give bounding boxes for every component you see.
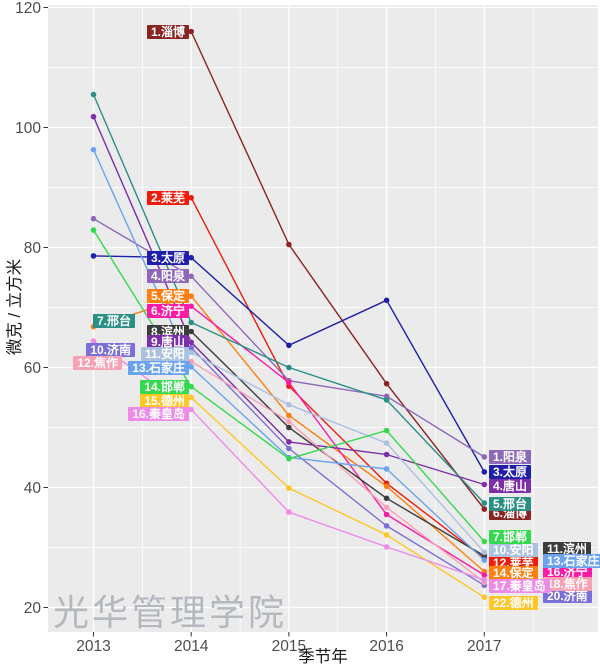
data-point-taiyuan bbox=[90, 253, 97, 259]
data-point-qinhuangdao bbox=[481, 577, 488, 583]
data-point-handan bbox=[188, 383, 194, 390]
series-line-zibo bbox=[190, 31, 485, 510]
data-point-qinhuangdao bbox=[383, 544, 390, 550]
data-point-dezhou bbox=[188, 394, 194, 401]
data-point-zibo bbox=[481, 506, 488, 512]
x-axis-title: 季节年 bbox=[298, 647, 348, 666]
data-point-qinhuangdao bbox=[188, 406, 194, 413]
data-point-jining bbox=[188, 303, 194, 310]
x-tick-label: 2013 bbox=[76, 638, 110, 655]
data-point-baoding bbox=[286, 412, 292, 419]
data-point-taiyuan bbox=[481, 469, 488, 475]
x-tick-label: 2015 bbox=[272, 638, 306, 655]
x-tick-label: 2016 bbox=[369, 638, 403, 655]
data-point-handan bbox=[286, 455, 292, 462]
data-point-yangquan bbox=[90, 215, 97, 222]
data-point-jinan bbox=[383, 523, 390, 529]
data-point-tangshan bbox=[383, 451, 390, 458]
plot-panel bbox=[48, 5, 598, 632]
data-point-qinhuangdao bbox=[90, 338, 97, 344]
data-point-jinan bbox=[188, 344, 194, 351]
data-point-shijiazhuang bbox=[481, 557, 488, 563]
data-point-anyang bbox=[286, 401, 292, 408]
x-tick-label: 2017 bbox=[467, 638, 501, 655]
data-point-binzhou bbox=[383, 495, 390, 502]
data-point-laiwu bbox=[188, 194, 194, 201]
data-point-jinan bbox=[286, 445, 292, 452]
series-line-dezhou bbox=[190, 396, 485, 598]
data-point-yangquan bbox=[188, 273, 194, 280]
data-point-baoding bbox=[188, 293, 194, 299]
series-line-jinan bbox=[190, 347, 485, 586]
data-point-baoding bbox=[383, 483, 390, 490]
data-point-jining bbox=[286, 379, 292, 386]
watermark: 光华管理学院 bbox=[53, 593, 288, 634]
data-point-tangshan bbox=[286, 439, 292, 445]
data-point-dezhou bbox=[286, 485, 292, 491]
y-axis-title: 微克 / 立方米 bbox=[5, 259, 24, 355]
data-point-dezhou bbox=[481, 594, 488, 601]
y-tick-label: 40 bbox=[24, 480, 42, 497]
data-point-xingtai bbox=[90, 91, 97, 98]
data-point-jiaozuo bbox=[286, 418, 292, 425]
y-tick-label: 100 bbox=[15, 120, 41, 137]
data-point-handan bbox=[383, 427, 390, 434]
data-point-baoding bbox=[90, 323, 97, 330]
data-point-jining bbox=[383, 511, 390, 518]
data-point-shijiazhuang bbox=[383, 466, 390, 472]
data-point-yangquan bbox=[481, 454, 488, 460]
data-point-xingtai bbox=[481, 500, 488, 506]
data-point-tangshan bbox=[188, 339, 194, 346]
data-point-qinhuangdao bbox=[286, 509, 292, 515]
data-point-jiaozuo bbox=[383, 504, 390, 511]
data-point-zibo bbox=[383, 380, 390, 387]
data-point-xingtai bbox=[286, 364, 292, 371]
data-point-tangshan bbox=[481, 481, 488, 488]
data-point-jining bbox=[481, 572, 488, 578]
data-point-shijiazhuang bbox=[90, 146, 97, 153]
data-point-shijiazhuang bbox=[188, 364, 194, 370]
x-tick-label: 2014 bbox=[174, 638, 209, 655]
data-point-anyang bbox=[188, 349, 194, 356]
data-point-anyang bbox=[383, 440, 390, 446]
series-line-anyang bbox=[190, 351, 485, 553]
data-point-taiyuan bbox=[188, 254, 194, 261]
y-tick-label: 80 bbox=[24, 240, 42, 257]
data-point-binzhou bbox=[286, 424, 292, 431]
data-point-xingtai bbox=[383, 397, 390, 403]
y-tick-label: 60 bbox=[24, 360, 42, 377]
data-point-dezhou bbox=[383, 532, 390, 538]
series-line-laiwu bbox=[190, 197, 485, 559]
data-point-zibo bbox=[188, 28, 194, 35]
data-point-taiyuan bbox=[286, 342, 292, 349]
data-point-tangshan bbox=[90, 113, 97, 120]
data-point-taiyuan bbox=[383, 297, 390, 304]
data-point-binzhou bbox=[188, 328, 194, 335]
data-point-xingtai bbox=[188, 319, 194, 326]
series-line-jiaozuo bbox=[190, 360, 485, 583]
y-tick-label: 120 bbox=[15, 0, 41, 17]
data-point-handan bbox=[481, 538, 488, 545]
data-point-handan bbox=[90, 227, 97, 233]
data-point-anyang bbox=[481, 549, 488, 556]
data-point-zibo bbox=[286, 241, 292, 248]
y-tick-label: 20 bbox=[24, 600, 42, 617]
